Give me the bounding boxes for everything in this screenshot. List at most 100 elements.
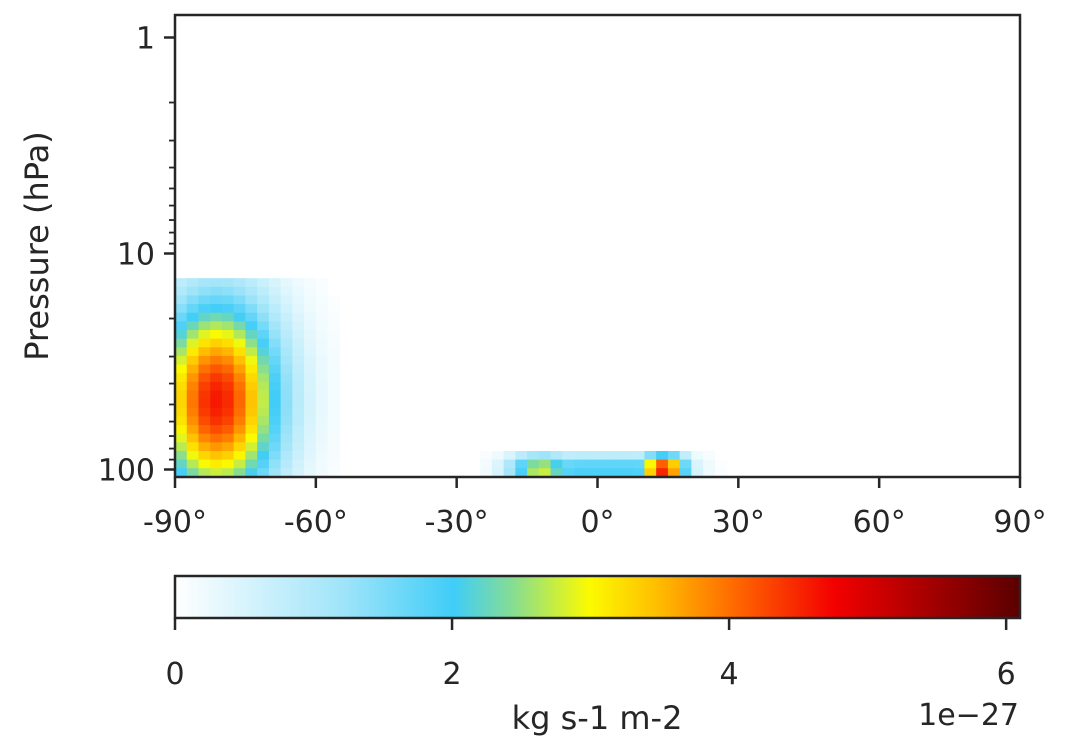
heatmap-cell: [257, 459, 270, 469]
heatmap-cell: [245, 390, 258, 400]
heatmap-cell: [292, 442, 305, 452]
heatmap-cell: [175, 407, 188, 418]
heatmap-cell: [198, 295, 211, 305]
heatmap-cell: [210, 433, 223, 443]
heatmap-cell: [186, 399, 200, 409]
heatmap-cell: [280, 381, 293, 392]
colorbar-tick-label: 6: [997, 657, 1016, 692]
heatmap-cell: [186, 330, 200, 340]
heatmap-cell: [268, 373, 282, 383]
heatmap-cell: [198, 433, 211, 443]
heatmap-cell: [327, 390, 340, 400]
heatmap-cell: [327, 459, 340, 469]
heatmap-cell: [292, 312, 305, 322]
heatmap-cell: [292, 399, 305, 409]
heatmap-cell: [268, 286, 282, 297]
colorbar-tick-label: 4: [720, 657, 739, 692]
y-tick-label: 10: [117, 238, 155, 273]
heatmap-cell: [175, 433, 188, 443]
heatmap-cell: [304, 468, 317, 477]
heatmap-cell: [175, 338, 188, 348]
heatmap-cell: [210, 373, 223, 383]
heatmap-cell: [304, 304, 317, 314]
heatmap-cell: [315, 355, 329, 366]
heatmap-cell: [315, 407, 329, 418]
heatmap-cell: [221, 347, 235, 357]
heatmap-cell: [292, 390, 305, 400]
heatmap-cell: [245, 286, 258, 297]
heatmap-cell: [257, 312, 270, 322]
heatmap-cell: [245, 450, 258, 461]
heatmap-cell: [245, 425, 258, 435]
heatmap-cell: [315, 304, 329, 314]
heatmap-cell: [703, 450, 716, 461]
heatmap-cell: [538, 459, 552, 469]
heatmap-cell: [280, 399, 293, 409]
heatmap-cell: [198, 390, 211, 400]
heatmap-cell: [280, 304, 293, 314]
heatmap-cell: [210, 450, 223, 461]
heatmap-cell: [210, 381, 223, 392]
x-tick-label: 0°: [580, 505, 614, 540]
heatmap-cell: [175, 373, 188, 383]
heatmap-cell: [327, 338, 340, 348]
heatmap-cell: [304, 399, 317, 409]
heatmap-cell: [245, 295, 258, 305]
heatmap-cell: [327, 304, 340, 314]
heatmap-cell: [186, 338, 200, 348]
y-tick-label: 100: [98, 454, 155, 489]
heatmap-cell: [221, 433, 235, 443]
heatmap-cell: [327, 355, 340, 366]
heatmap-cell: [327, 416, 340, 426]
heatmap-cell: [175, 364, 188, 374]
x-tick-label: 90°: [993, 505, 1046, 540]
heatmap-cell: [210, 390, 223, 400]
heatmap-cell: [233, 355, 247, 366]
heatmap-cell: [304, 373, 317, 383]
heatmap-cell: [280, 442, 293, 452]
heatmap-cell: [210, 330, 223, 340]
heatmap-cell: [574, 459, 587, 469]
heatmap-cell: [280, 459, 293, 469]
heatmap-cell: [186, 442, 200, 452]
heatmap-cell: [585, 459, 599, 469]
heatmap-cell: [210, 278, 223, 288]
heatmap-cell: [280, 286, 293, 297]
heatmap-cell: [562, 450, 575, 461]
heatmap-cell: [198, 312, 211, 322]
heatmap-cell: [245, 468, 258, 477]
heatmap-cell: [315, 373, 329, 383]
heatmap-cell: [315, 286, 329, 297]
heatmap-cell: [221, 450, 235, 461]
heatmap-cell: [327, 381, 340, 392]
heatmap-cell: [679, 459, 692, 469]
heatmap-cell: [257, 450, 270, 461]
heatmap-cell: [268, 433, 282, 443]
heatmap-cell: [245, 416, 258, 426]
heatmap-cell: [292, 330, 305, 340]
heatmap-cell: [210, 459, 223, 469]
heatmap-cell: [280, 433, 293, 443]
heatmap-cell: [656, 450, 669, 461]
heatmap-cell: [327, 330, 340, 340]
x-tick-label: -90°: [143, 505, 207, 540]
heatmap-cell: [175, 304, 188, 314]
heatmap-cell: [304, 425, 317, 435]
heatmap-cell: [327, 347, 340, 357]
heatmap-cell: [245, 459, 258, 469]
heatmap-cell: [186, 425, 200, 435]
heatmap-cell: [233, 459, 247, 469]
heatmap-cell: [257, 407, 270, 418]
heatmap-cell: [268, 295, 282, 305]
heatmap-cell: [574, 468, 587, 477]
heatmap-cell: [292, 381, 305, 392]
heatmap-cell: [315, 399, 329, 409]
heatmap-cell: [315, 425, 329, 435]
heatmap-cell: [280, 407, 293, 418]
heatmap-cell: [257, 330, 270, 340]
heatmap-cells: [175, 278, 728, 477]
heatmap-cell: [491, 468, 505, 477]
heatmap-cell: [632, 459, 646, 469]
heatmap-cell: [233, 450, 247, 461]
heatmap-cell: [609, 459, 622, 469]
